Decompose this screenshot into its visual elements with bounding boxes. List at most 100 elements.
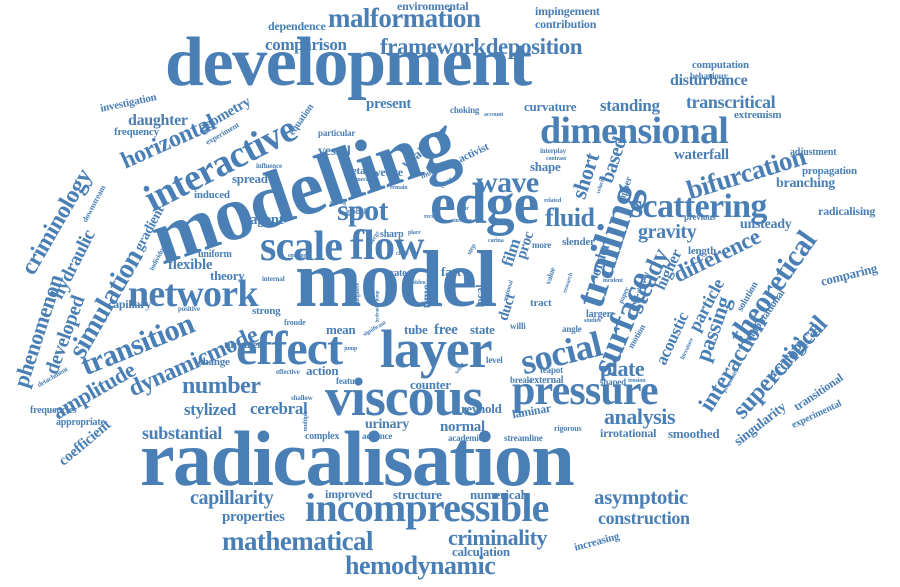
word-fluid: fluid xyxy=(545,203,595,232)
word-mean: mean xyxy=(326,322,356,337)
word-fact: fact xyxy=(441,264,461,279)
word-contrast: contrast xyxy=(546,156,567,162)
word-appropriate: appropriate xyxy=(56,417,105,428)
word-length: length xyxy=(688,245,717,257)
word-positive: positive xyxy=(178,305,200,313)
word-properties: properties xyxy=(222,509,285,525)
word-comparing: comparing xyxy=(819,260,879,289)
word-sudden: sudden xyxy=(408,280,426,286)
word-previous: previous xyxy=(684,212,716,222)
word-flexible: flexible xyxy=(168,257,213,273)
word-curvature: curvature xyxy=(524,99,577,114)
word-unsteady: unsteady xyxy=(740,217,792,232)
word-break: break xyxy=(510,375,532,385)
word-feature: feature xyxy=(336,376,363,386)
word-theory: theory xyxy=(210,268,245,283)
word-edge: edge xyxy=(430,171,539,236)
word-complex: complex xyxy=(305,431,340,442)
word-carina: carina xyxy=(488,238,504,244)
word-value: value xyxy=(543,266,558,286)
word-development: development xyxy=(165,24,532,101)
word-scattering: scattering xyxy=(630,188,767,225)
word-tube: tube xyxy=(404,322,428,337)
word-model: model xyxy=(295,236,497,324)
word-shaped: shaped xyxy=(600,377,626,387)
word-standing: standing xyxy=(600,96,660,115)
word-asymptotic: asymptotic xyxy=(594,485,688,509)
word-capillarity: capillarity xyxy=(190,487,274,509)
word-wave: wave xyxy=(476,166,539,199)
word-detail: detail xyxy=(346,165,371,177)
word-local: local xyxy=(472,284,487,308)
word-branching: branching xyxy=(776,176,835,191)
word-activist: activist xyxy=(456,140,491,166)
word-adjustment: adjustment xyxy=(790,147,837,158)
word-willi: willi xyxy=(510,321,526,331)
word-multiple: multiple xyxy=(303,410,310,432)
word-spot: spot xyxy=(337,194,389,227)
word-computation: computation xyxy=(692,59,749,71)
word-streamline: streamline xyxy=(504,433,543,443)
word-smoothed: smoothed xyxy=(668,426,720,441)
word-comparison: comparison xyxy=(265,35,347,54)
word-influence: influence xyxy=(256,162,282,170)
word-flow: flow xyxy=(350,223,424,269)
word-studies: studies xyxy=(584,318,601,324)
word-weir: weir xyxy=(458,206,469,212)
word-sharp: sharp xyxy=(380,229,404,240)
word-capillary: capillary xyxy=(108,297,152,311)
word-present: present xyxy=(366,96,412,112)
word-hydraulic-jump: hydraulic jump xyxy=(375,290,381,323)
word-stylized: stylized xyxy=(184,400,237,419)
word-larger: larger xyxy=(586,309,611,320)
word-contribution: contribution xyxy=(535,17,597,31)
word-uniform: uniform xyxy=(198,249,232,260)
word-agent: agent xyxy=(250,212,284,228)
word-propagation: propagation xyxy=(802,165,857,177)
word-advance: advance xyxy=(362,431,393,441)
word-froude: froude xyxy=(284,318,306,327)
word-strong: strong xyxy=(252,305,281,317)
word-urinary: urinary xyxy=(365,417,409,432)
word-related: related xyxy=(544,198,562,204)
word-analysis: analysis xyxy=(604,404,676,429)
word-impingement: impingement xyxy=(535,4,600,18)
word-action: action xyxy=(306,363,339,378)
word-mathematical: mathematical xyxy=(222,526,374,556)
word-network: network xyxy=(128,273,259,315)
word-wedge: wedge xyxy=(372,165,403,179)
word-spread: spread xyxy=(232,171,268,186)
word-gravity: gravity xyxy=(638,221,697,243)
word-effective: effective xyxy=(276,368,300,376)
word-equation: equation xyxy=(286,101,317,138)
word-ecological: ecological xyxy=(763,318,825,386)
word-involve: involve xyxy=(454,218,472,224)
word-improved: improved xyxy=(325,487,373,501)
word-external: external xyxy=(530,375,564,386)
word-viscous: viscous xyxy=(325,367,484,427)
word-time: time xyxy=(418,284,434,309)
word-environmental: environmental xyxy=(397,0,469,13)
word-dependence: dependence xyxy=(268,19,326,33)
word-recent: recent xyxy=(424,214,440,220)
word-numerical: numerical xyxy=(470,487,524,502)
word-angle: angle xyxy=(562,324,582,334)
word-frameworkdeposition: frameworkdeposition xyxy=(380,34,583,59)
word-rate: rate xyxy=(390,268,407,279)
word-free: free xyxy=(434,322,458,338)
word-vessel: vessel xyxy=(318,144,351,159)
word-disturbance: disturbance xyxy=(670,72,748,89)
word-negative: negative xyxy=(355,282,362,304)
word-slender: slender xyxy=(562,236,595,248)
word-behaviour: behaviour xyxy=(690,71,728,81)
word-layer: layer xyxy=(380,319,493,379)
word-shallow: shallow xyxy=(291,394,313,402)
word-transcritical: transcritical xyxy=(686,92,776,112)
word-reynold: reynold xyxy=(461,401,502,416)
word-interplay: interplay xyxy=(540,147,566,155)
word-more: more xyxy=(532,240,552,250)
word-particular: particular xyxy=(318,128,356,138)
word-counter: counter xyxy=(410,377,451,392)
word-frequencies: frequencies xyxy=(30,405,77,416)
word-shape: shape xyxy=(530,159,561,174)
